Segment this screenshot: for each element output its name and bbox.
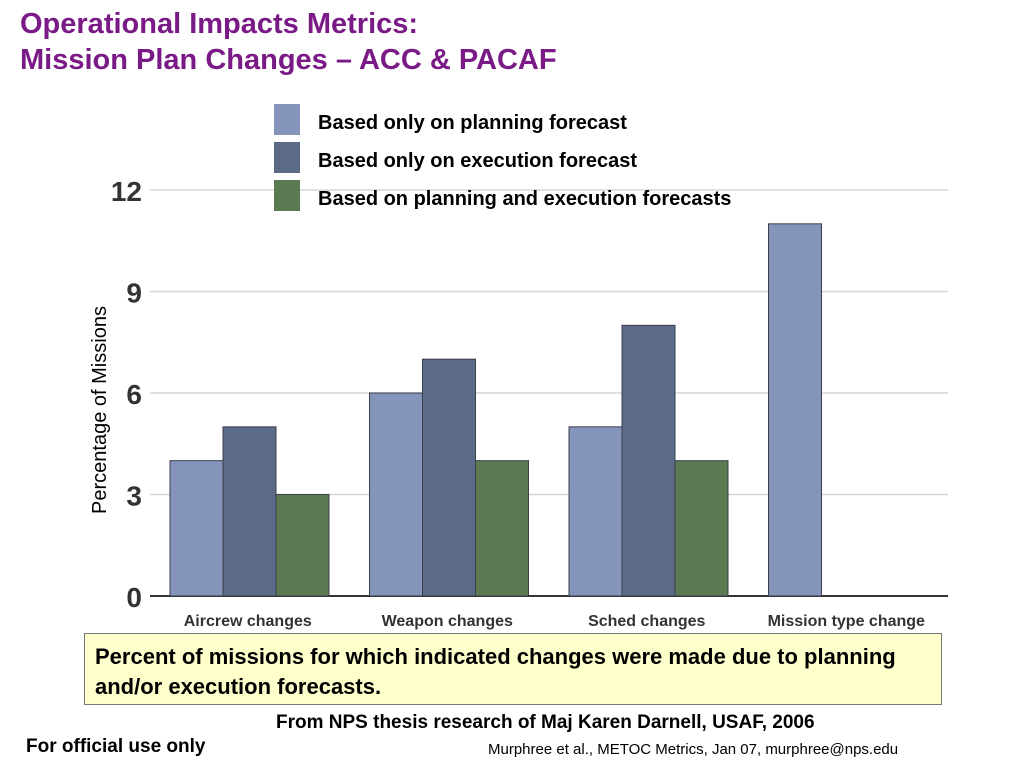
source-note: From NPS thesis research of Maj Karen Da…: [276, 712, 815, 733]
bar-0-1: [222, 426, 277, 597]
legend-swatch-2: [274, 180, 300, 211]
legend-swatch-1: [274, 142, 300, 173]
bar-0-2: [275, 494, 330, 597]
bar-0-0: [169, 460, 224, 597]
legend-label-2: Based on planning and execution forecast…: [318, 188, 731, 210]
x-tick-labels: Aircrew changes Weapon changes Sched chang…: [184, 613, 925, 630]
y-tick-labels: 0 3 6 9 12: [111, 176, 142, 613]
y-tick-label: 0: [126, 582, 142, 613]
bar-1-2: [475, 460, 529, 597]
y-tick-label: 12: [111, 176, 142, 207]
legend-swatch-0: [274, 104, 300, 135]
x-tick-label: Aircrew changes: [184, 613, 312, 630]
slide-title: Operational Impacts Metrics: Mission Pla…: [20, 6, 557, 78]
y-tick-label: 9: [126, 278, 142, 309]
y-tick-label: 6: [126, 379, 142, 410]
bar-1-1: [422, 358, 476, 597]
y-axis-label: Percentage of Missions: [89, 306, 111, 514]
title-line-1: Operational Impacts Metrics:: [20, 8, 419, 40]
legend-label-0: Based only on planning forecast: [318, 112, 627, 134]
bar-3-0: [768, 223, 822, 597]
bars: [169, 223, 822, 597]
caption-box: Percent of missions for which indicated …: [84, 633, 942, 705]
legend: Based only on planning forecast Based onl…: [274, 104, 731, 211]
x-tick-label: Mission type change: [768, 613, 925, 630]
bar-chart: 0 3 6 9 12 Aircrew changes Weapon changes Sche…: [89, 104, 948, 630]
bar-2-1: [621, 324, 676, 597]
y-tick-label: 3: [126, 481, 142, 512]
footer-official-use: For official use only: [26, 736, 206, 757]
bar-2-0: [568, 426, 623, 597]
x-tick-label: Weapon changes: [382, 613, 513, 630]
legend-label-1: Based only on execution forecast: [318, 150, 637, 172]
title-line-2: Mission Plan Changes – ACC & PACAF: [20, 44, 557, 76]
bar-1-0: [369, 392, 423, 597]
footer-credit: Murphree et al., METOC Metrics, Jan 07, …: [488, 741, 899, 758]
bar-2-2: [674, 460, 729, 597]
x-tick-label: Sched changes: [588, 613, 705, 630]
